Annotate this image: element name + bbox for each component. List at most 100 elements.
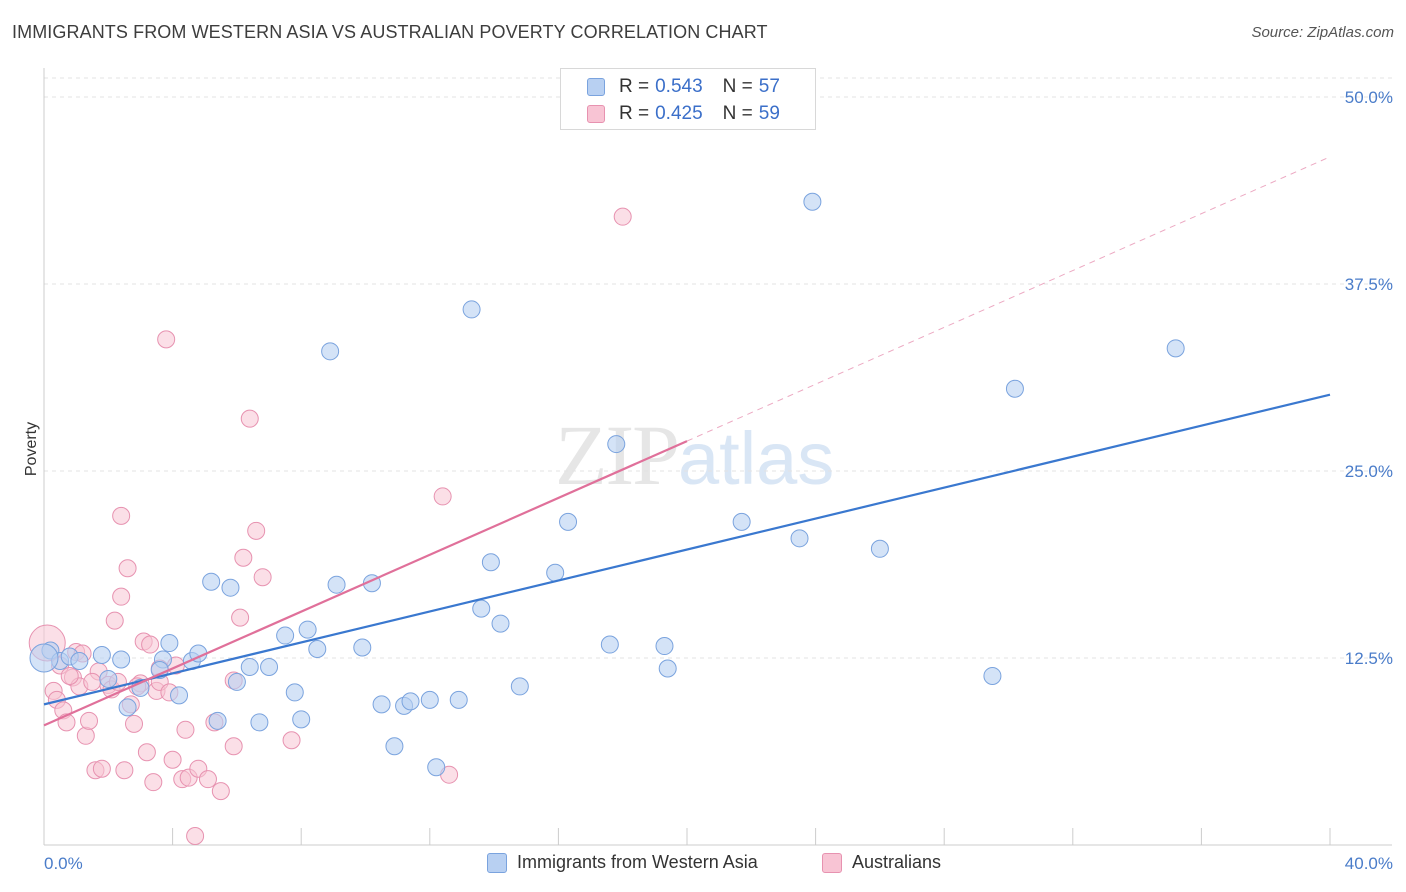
tick-labels: 12.5% 25.0% 37.5% 50.0% 0.0% 40.0% [44,88,1393,873]
y-tick-label: 37.5% [1345,275,1393,294]
data-point-australians [231,608,250,627]
data-point-immigrants [208,711,227,730]
data-point-australians [253,568,272,587]
legend-row-australians: R = 0.425 N = 59 [587,102,780,126]
data-point-immigrants [298,620,317,639]
legend-n-label: N = [722,103,753,124]
data-point-australians [141,635,160,654]
data-point-immigrants [99,669,118,688]
trend-line-australians [43,440,688,727]
data-point-australians [613,207,632,226]
x-tick-label: 40.0% [1345,854,1393,873]
data-point-immigrants [221,578,240,597]
legend-r-label: R = [619,103,650,124]
series-australians [28,207,632,846]
legend-label-immigrants: Immigrants from Western Asia [517,852,758,872]
legend-r-value: 0.543 [655,76,703,97]
data-point-australians [76,726,95,745]
data-point-australians [198,770,217,789]
data-point-immigrants [29,643,59,673]
data-point-immigrants [472,599,491,618]
data-point-immigrants [510,677,529,696]
data-point-immigrants [321,342,340,361]
chart-title: IMMIGRANTS FROM WESTERN ASIA VS AUSTRALI… [12,22,768,42]
data-point-immigrants [308,640,327,659]
stats-legend: R = 0.543 N = 57 R = 0.425 N = 59 [560,68,816,130]
data-point-immigrants [1005,379,1024,398]
series-legend: Immigrants from Western Asia Australians [0,852,1406,878]
data-point-immigrants [983,666,1002,685]
legend-label-australians: Australians [852,852,942,872]
data-point-australians [118,559,137,578]
data-point-australians [80,711,99,730]
legend-row-immigrants: R = 0.543 N = 57 [587,75,780,99]
legend-swatch-pink [822,852,842,873]
data-point-immigrants [385,737,404,756]
trend-line-immigrants [43,393,1331,706]
data-point-immigrants [559,512,578,531]
legend-r-value: 0.425 [655,103,703,124]
grid-lines [44,77,1392,659]
data-point-australians [163,750,182,769]
y-tick-label: 12.5% [1345,649,1393,668]
data-point-australians [176,720,195,739]
data-point-immigrants [790,529,809,548]
data-point-australians [60,666,79,685]
data-point-immigrants [285,683,304,702]
data-point-immigrants [260,657,279,676]
data-point-immigrants [870,539,889,558]
data-point-immigrants [327,575,346,594]
data-point-australians [224,737,243,756]
data-point-immigrants [427,758,446,777]
data-point-immigrants [401,692,420,711]
data-point-immigrants [227,672,246,691]
data-point-immigrants [1166,339,1185,358]
watermark: ZIPatlas [555,405,834,505]
data-point-immigrants [420,690,439,709]
data-point-australians [282,731,301,750]
data-point-immigrants [481,553,500,572]
data-point-immigrants [202,572,221,591]
data-point-immigrants [118,698,137,717]
x-tick-label: 0.0% [44,854,83,873]
series-immigrants-western-asia [29,192,1185,777]
data-point-immigrants [607,435,626,454]
data-point-immigrants [70,651,89,670]
data-point-immigrants [250,713,269,732]
source-label: Source: ZipAtlas.com [1251,24,1394,41]
data-point-immigrants [546,563,565,582]
axes [43,68,1392,846]
trend-lines [43,156,1331,727]
data-point-australians [112,506,131,525]
data-point-immigrants [92,646,111,665]
data-point-australians [211,782,230,801]
legend-r-label: R = [619,76,650,97]
y-tick-label: 25.0% [1345,462,1393,481]
legend-item-immigrants[interactable]: Immigrants from Western Asia [487,852,758,873]
legend-item-australians[interactable]: Australians [822,852,941,873]
data-point-immigrants [160,634,179,653]
data-point-immigrants [112,650,131,669]
data-point-australians [234,548,253,567]
legend-swatch-pink [587,105,605,123]
trend-extension-australians [686,156,1331,442]
data-point-australians [112,587,131,606]
watermark-zip: ZIP [555,407,680,503]
data-point-australians [433,487,452,506]
data-point-immigrants [276,626,295,645]
data-point-immigrants [732,512,751,531]
data-point-australians [125,714,144,733]
data-point-australians [137,743,156,762]
y-tick-label: 50.0% [1345,88,1393,107]
data-point-immigrants [372,695,391,714]
data-point-immigrants [600,635,619,654]
data-point-australians [144,773,163,792]
watermark-atlas: atlas [678,417,835,500]
data-point-immigrants [655,637,674,656]
data-point-immigrants [353,638,372,657]
legend-swatch-blue [487,852,507,873]
data-point-australians [92,759,111,778]
data-point-australians [240,409,259,428]
data-point-immigrants [449,690,468,709]
data-point-immigrants [292,710,311,729]
